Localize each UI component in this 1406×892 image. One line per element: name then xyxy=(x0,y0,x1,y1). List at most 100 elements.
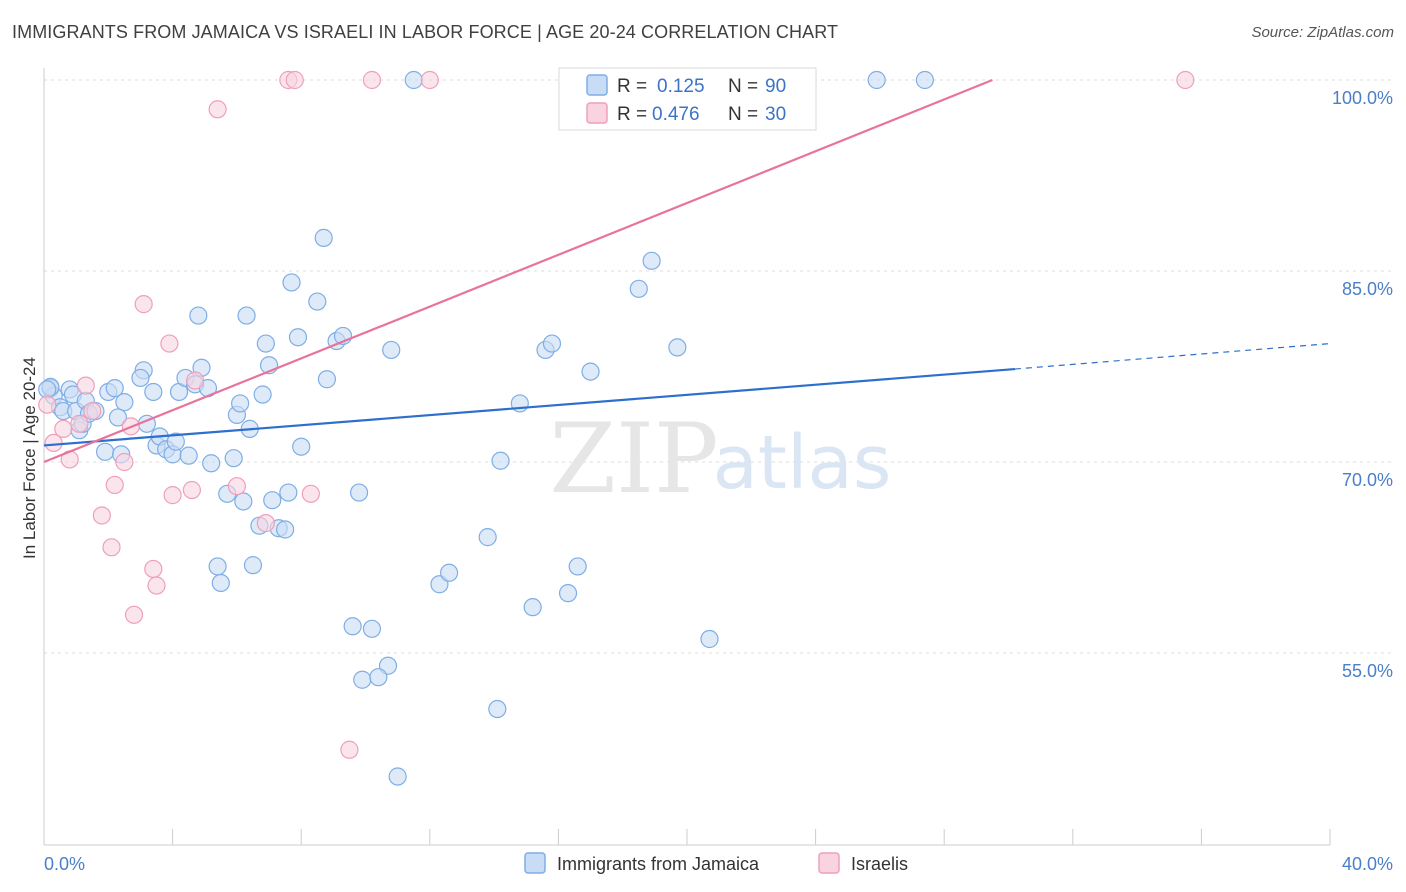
israelis-point xyxy=(92,506,111,525)
jamaica-point xyxy=(404,70,423,90)
x-tick-labels: 0.0% 40.0% xyxy=(44,854,1393,874)
israelis-point xyxy=(160,334,179,353)
series-legend: Immigrants from Jamaica Israelis xyxy=(524,852,908,874)
jamaica-point xyxy=(211,573,230,593)
israelis-point xyxy=(147,576,166,595)
israelis-point xyxy=(134,295,153,314)
jamaica-point xyxy=(558,584,578,603)
israelis-point xyxy=(227,477,246,496)
jamaica-point xyxy=(208,557,227,576)
jamaica-point xyxy=(439,563,459,582)
jamaica-point xyxy=(343,617,362,636)
israelis-point xyxy=(340,740,359,759)
jamaica-point xyxy=(224,449,243,468)
x-tick-label: 40.0% xyxy=(1342,854,1393,874)
israelis-point xyxy=(362,70,382,90)
jamaica-point xyxy=(166,432,185,451)
israelis-point xyxy=(144,559,163,579)
legend-swatch-jamaica xyxy=(586,74,608,96)
y-tick-labels: 100.0% 85.0% 70.0% 55.0% xyxy=(1332,88,1393,681)
israelis-point xyxy=(115,452,134,472)
correlation-legend: R = 0.125 N = 90 R = 0.476 N = 30 xyxy=(558,67,817,131)
y-tick-label: 70.0% xyxy=(1342,470,1393,490)
y-axis-title: In Labor Force | Age 20-24 xyxy=(20,357,39,559)
x-ticks xyxy=(43,829,1331,845)
chart-title: IMMIGRANTS FROM JAMAICA VS ISRAELI IN LA… xyxy=(12,22,839,42)
jamaica-point xyxy=(95,442,115,461)
bottom-legend-label-jamaica: Immigrants from Jamaica xyxy=(557,854,760,874)
source-credit: Source: ZipAtlas.com xyxy=(1251,24,1394,41)
israelis-point xyxy=(38,395,57,414)
legend-n-value-1: 30 xyxy=(765,104,786,125)
jamaica-point xyxy=(314,228,333,247)
israelis-point xyxy=(208,100,227,119)
jamaica-trend-extension xyxy=(1014,342,1331,370)
jamaica-point xyxy=(189,306,208,325)
israelis-point xyxy=(1176,70,1195,90)
jamaica-point xyxy=(362,619,382,638)
jamaica-point xyxy=(915,70,935,90)
jamaica-point xyxy=(253,385,272,404)
jamaica-point xyxy=(668,338,687,357)
jamaica-point xyxy=(115,393,134,412)
gridlines xyxy=(44,79,1395,654)
israelis-point xyxy=(301,484,320,503)
jamaica-point xyxy=(179,446,198,465)
israelis-point xyxy=(163,486,182,505)
jamaica-point xyxy=(282,273,301,292)
jamaica-point xyxy=(38,380,57,399)
x-tick-label: 0.0% xyxy=(44,854,85,874)
jamaica-point xyxy=(231,394,250,413)
israelis-point xyxy=(44,433,63,452)
bottom-legend-label-israelis: Israelis xyxy=(851,854,908,874)
jamaica-trend-line xyxy=(43,367,1016,447)
jamaica-point xyxy=(234,492,253,511)
jamaica-point xyxy=(382,340,401,360)
jamaica-point xyxy=(131,368,150,388)
legend-n-label-0: N = xyxy=(728,76,758,97)
israelis-point xyxy=(105,475,124,495)
israelis-point xyxy=(256,514,275,533)
jamaica-point xyxy=(349,483,369,502)
jamaica-point xyxy=(542,334,562,353)
israelis-point xyxy=(124,605,144,624)
jamaica-point xyxy=(237,306,256,325)
jamaica-point xyxy=(256,334,275,353)
legend-n-value-0: 90 xyxy=(765,76,786,97)
jamaica-point xyxy=(276,520,295,539)
israelis-point xyxy=(182,480,201,500)
series-israelis-points xyxy=(38,70,1195,759)
jamaica-point xyxy=(369,668,388,687)
jamaica-point xyxy=(308,292,327,311)
jamaica-point xyxy=(700,629,719,649)
israelis-point xyxy=(420,70,439,90)
y-tick-label: 55.0% xyxy=(1342,661,1393,681)
jamaica-point xyxy=(202,454,221,473)
watermark-atlas: atlas xyxy=(713,420,892,506)
jamaica-point xyxy=(105,379,124,398)
legend-r-label-0: R = xyxy=(617,76,647,97)
jamaica-point xyxy=(108,408,128,427)
jamaica-point xyxy=(629,279,648,298)
legend-r-value-0: 0.125 xyxy=(657,76,705,97)
watermark-zip: ZIP xyxy=(549,403,718,515)
bottom-legend-swatch-israelis xyxy=(818,852,840,874)
jamaica-point xyxy=(491,451,510,470)
y-tick-label: 100.0% xyxy=(1332,88,1393,108)
trend-lines xyxy=(43,78,1331,464)
jamaica-point xyxy=(292,437,311,456)
jamaica-point xyxy=(642,251,661,270)
jamaica-point xyxy=(478,528,497,547)
legend-r-label-1: R = xyxy=(617,104,647,125)
watermark: ZIP atlas xyxy=(549,403,891,515)
jamaica-point xyxy=(523,598,542,617)
israelis-point xyxy=(70,414,89,433)
jamaica-point xyxy=(144,382,163,402)
jamaica-point xyxy=(353,670,372,689)
israelis-point xyxy=(186,371,205,390)
jamaica-point xyxy=(867,70,886,90)
jamaica-point xyxy=(388,767,407,786)
israelis-point xyxy=(83,401,102,421)
israelis-point xyxy=(54,419,73,438)
